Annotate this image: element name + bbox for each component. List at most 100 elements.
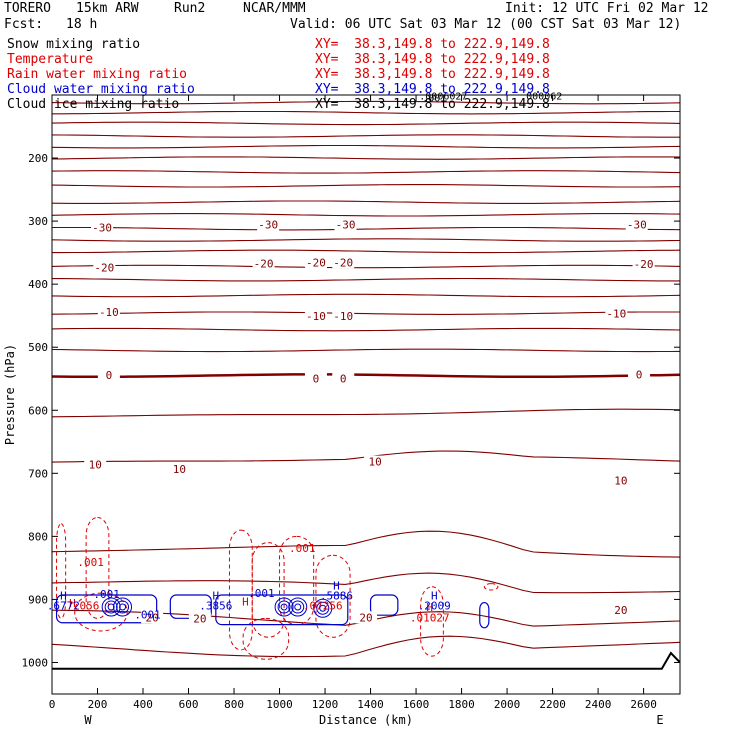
x-tick-label: 600 xyxy=(179,698,199,711)
fcst-hours: 18 h xyxy=(66,17,98,32)
rain-cell xyxy=(242,617,290,660)
west-label: W xyxy=(84,713,92,727)
label-mask xyxy=(257,218,280,231)
temperature-contour xyxy=(51,348,681,353)
temperature-contour xyxy=(51,156,681,160)
temperature-label: -10 xyxy=(606,307,626,320)
cloud-label: .001 xyxy=(93,588,120,601)
temperature-label: -30 xyxy=(92,222,112,235)
valid-time: Valid: 06 UTC Sat 03 Mar 12 (00 CST Sat … xyxy=(290,17,682,32)
rain-label: H xyxy=(242,596,249,609)
cloud-water-ring xyxy=(116,600,130,614)
rain-cell xyxy=(228,529,253,651)
y-tick-label: 900 xyxy=(28,593,48,606)
temperature-contour xyxy=(51,373,681,379)
model-name: TORERO xyxy=(4,1,51,16)
temperature-label: 0 xyxy=(340,372,347,385)
rain-cell xyxy=(251,542,285,638)
x-tick-label: 2000 xyxy=(494,698,521,711)
cloud-water-ring xyxy=(274,597,294,617)
x-tick-label: 2400 xyxy=(585,698,612,711)
legend-temperature: Temperature xyxy=(7,52,94,67)
rain-label: .001 xyxy=(77,556,104,569)
label-mask xyxy=(304,256,327,269)
east-label: E xyxy=(656,713,663,727)
temperature-contour xyxy=(51,408,681,418)
label-mask xyxy=(332,372,355,385)
org-label: NCAR/MMM xyxy=(243,1,306,16)
label-mask xyxy=(632,258,655,271)
cloud-water-contour xyxy=(55,594,158,624)
temperature-contour xyxy=(52,277,680,282)
y-tick-label: 700 xyxy=(28,467,48,480)
rain-label: .07256 xyxy=(303,600,343,613)
y-tick-label: 600 xyxy=(28,404,48,417)
label-mask xyxy=(91,221,114,234)
temperature-label: 0 xyxy=(313,372,320,385)
temperature-contours xyxy=(51,100,681,658)
label-mask xyxy=(609,603,632,616)
temperature-contour xyxy=(51,311,680,315)
temperature-contour xyxy=(52,110,680,115)
temperature-label: -10 xyxy=(99,306,119,319)
cloud-label: H xyxy=(333,579,340,592)
label-mask xyxy=(141,611,164,624)
temperature-label: 20 xyxy=(193,613,206,626)
rain-label: .056 xyxy=(73,600,100,613)
cloud-label: .001 xyxy=(134,608,161,621)
legend-cloud-ice-xy: XY= 38.3,149.8 to 222.9,149.8 xyxy=(315,97,550,112)
terrain-line xyxy=(52,651,681,670)
temperature-label: 20 xyxy=(359,611,372,624)
label-mask xyxy=(97,369,120,382)
temperature-contour xyxy=(51,293,681,298)
label-mask xyxy=(84,458,107,471)
label-mask xyxy=(188,612,211,625)
rain-cell xyxy=(56,523,67,619)
temperature-label: -20 xyxy=(306,256,326,269)
rain-cell xyxy=(85,516,110,619)
temperature-contour xyxy=(51,144,681,149)
x-tick-label: 1600 xyxy=(403,698,430,711)
cloud-water-contour xyxy=(479,601,490,629)
rain-water-contours xyxy=(56,516,499,660)
contour-labels: -30 -30 -30 -30 -20 -20 -20 -20 -20 -10 -10 -10 -10 0… xyxy=(47,91,655,626)
temperature-label: -20 xyxy=(94,261,114,274)
temperature-contour xyxy=(51,134,680,138)
label-mask xyxy=(628,368,651,381)
top-label: .000062 xyxy=(520,91,562,102)
top-label: .001 xyxy=(422,93,446,104)
rain-label: H xyxy=(426,601,433,614)
temperature-label: -30 xyxy=(627,219,647,232)
label-mask xyxy=(332,256,355,269)
cloud-label: .3856 xyxy=(199,600,232,613)
cloud-label: .2009 xyxy=(418,600,451,613)
y-tick-label: 1000 xyxy=(22,656,49,669)
label-mask xyxy=(605,307,628,320)
temperature-contour xyxy=(51,530,681,558)
temperature-contour xyxy=(51,238,681,242)
cloud-water-ring xyxy=(104,600,118,614)
rain-cell xyxy=(483,583,499,591)
x-tick-label: 1000 xyxy=(266,698,293,711)
cloud-water-ring xyxy=(291,600,305,614)
temperature-label: -30 xyxy=(258,219,278,232)
label-mask xyxy=(97,306,120,319)
temperature-label: 10 xyxy=(368,456,381,469)
cloud-label: .5886 xyxy=(320,589,353,602)
temperature-contour xyxy=(51,635,681,658)
label-mask xyxy=(334,218,357,231)
temperature-contour xyxy=(51,121,681,126)
legend-cloud-ice: Cloud ice mixing ratio xyxy=(7,97,180,112)
temperature-label: 0 xyxy=(636,369,643,382)
label-mask xyxy=(609,474,632,487)
cloud-water-ring xyxy=(277,600,291,614)
label-mask xyxy=(168,463,191,476)
legend-rain: Rain water mixing ratio xyxy=(7,67,188,82)
rain-cell xyxy=(315,554,351,638)
label-mask xyxy=(364,455,387,468)
cloud-label: H xyxy=(213,589,220,602)
x-tick-label: 1400 xyxy=(357,698,384,711)
cloud-water-contours xyxy=(55,594,490,629)
init-time: Init: 12 UTC Fri 02 Mar 12 xyxy=(505,1,709,16)
